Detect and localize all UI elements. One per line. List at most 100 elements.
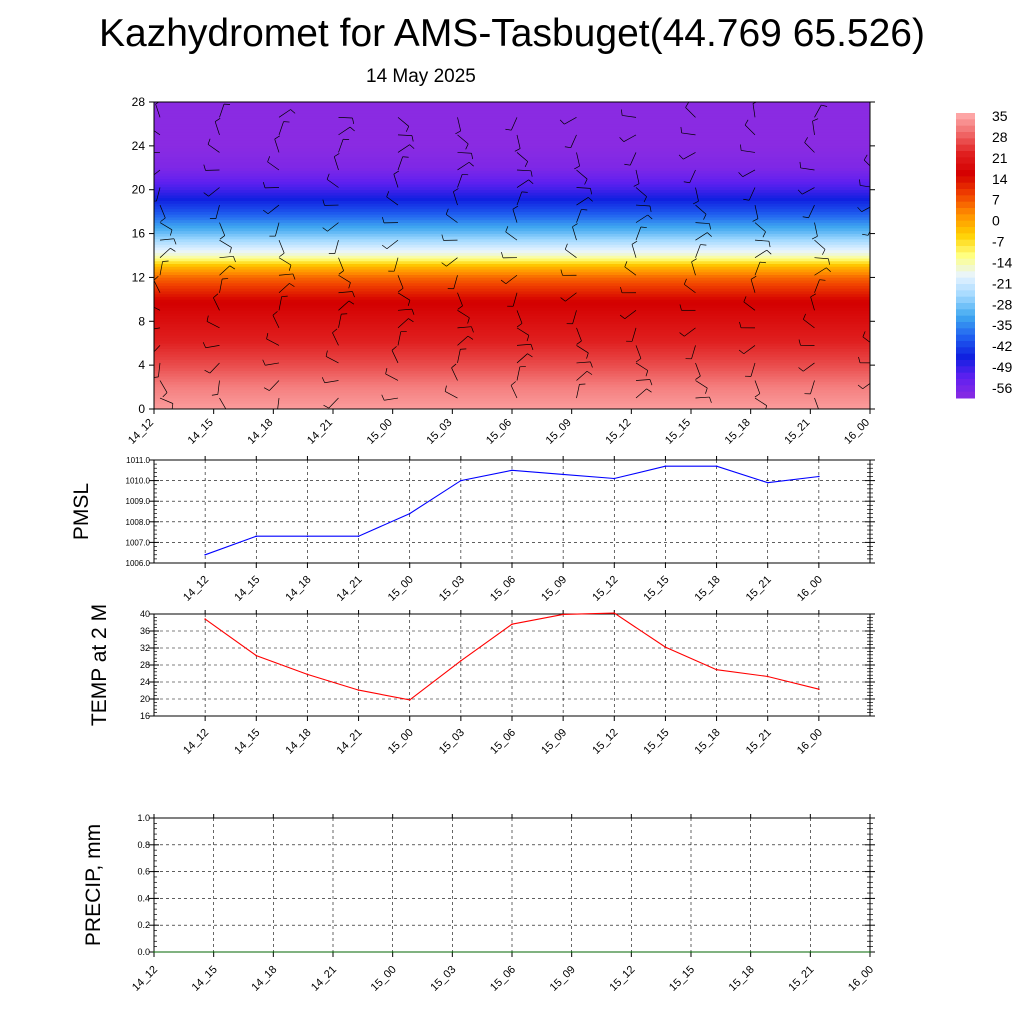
wind-barb	[576, 345, 589, 354]
wind-barb-flag	[468, 161, 474, 167]
wind-barb-flag	[453, 188, 459, 192]
wind-barb	[622, 115, 637, 118]
wind-barb	[754, 222, 766, 233]
y-tick-label: 20	[140, 694, 150, 704]
wind-barb	[512, 209, 518, 223]
wind-barb-flag	[826, 267, 831, 273]
wind-barb-flag	[857, 384, 863, 390]
wind-barb-flag	[559, 119, 565, 125]
wind-barb-flag	[213, 293, 219, 299]
heatmap-cell	[154, 172, 870, 177]
x-tick-label: 15_06	[484, 417, 514, 447]
heatmap-cell	[154, 356, 870, 360]
wind-barb-flag	[811, 235, 818, 240]
data-point	[391, 951, 394, 953]
y-tick-label: 1009.0	[126, 497, 151, 506]
wind-barb	[874, 240, 877, 254]
wind-barb	[681, 132, 696, 136]
wind-barb	[457, 335, 469, 346]
wind-barb-flag	[870, 311, 875, 314]
wind-barb-flag	[352, 291, 355, 298]
wind-barb-flag	[441, 234, 444, 241]
data-point	[562, 613, 564, 616]
wind-barb-flag	[810, 293, 816, 298]
wind-barb	[754, 397, 767, 406]
wind-barb-flag	[325, 350, 328, 357]
heatmap-cell	[154, 104, 870, 108]
colorbar-label: 0	[992, 213, 1000, 229]
wind-barb-flag	[381, 244, 388, 250]
wind-barb-flag	[584, 178, 588, 185]
heatmap-cell	[154, 326, 870, 330]
wind-barb	[635, 226, 642, 241]
wind-barb	[576, 187, 591, 189]
colorbar-segment	[956, 214, 975, 222]
wind-barb-flag	[821, 104, 828, 107]
wind-barb-flag	[752, 218, 759, 222]
wind-barb-flag	[405, 126, 410, 132]
wind-barb-flag	[679, 304, 682, 311]
wind-barb	[635, 379, 650, 381]
y-tick-label: 0.6	[137, 867, 150, 877]
data-point	[570, 951, 573, 953]
wind-barb	[457, 310, 470, 319]
data-point	[204, 553, 206, 556]
x-tick-label: 14_18	[283, 574, 313, 604]
wind-barb	[338, 314, 342, 328]
wind-barb-flag	[455, 130, 461, 135]
wind-barb	[393, 257, 399, 272]
heatmap-cell	[154, 203, 870, 207]
x-tick-label: 15_00	[365, 417, 395, 447]
y-tick-label: 4	[138, 358, 145, 372]
data-point	[451, 951, 454, 953]
wind-barb	[808, 204, 815, 218]
wind-barb-flag	[814, 411, 819, 414]
heatmap-cell	[154, 142, 870, 147]
heatmap-cell	[154, 244, 870, 248]
wind-barb-flag	[500, 279, 507, 285]
wind-barb-flag	[451, 363, 457, 369]
heatmap-cell	[154, 373, 870, 377]
wind-barb	[219, 255, 234, 259]
heatmap-cell	[154, 197, 870, 201]
heatmap-cell	[154, 238, 870, 243]
wind-barb	[391, 350, 399, 364]
wind-barb	[159, 222, 173, 231]
wind-barb	[744, 124, 756, 136]
wind-barb	[695, 380, 708, 389]
data-point	[869, 951, 871, 953]
wind-barb	[327, 222, 339, 232]
x-tick-label: 14_18	[249, 964, 279, 994]
colorbar-segment	[956, 208, 975, 215]
heatmap-cell	[154, 208, 870, 212]
heatmap-cell	[154, 293, 870, 297]
wind-barb	[695, 204, 707, 215]
heatmap-cell	[154, 351, 870, 355]
wind-barb	[685, 107, 696, 118]
heatmap-cell	[154, 233, 870, 237]
x-tick-label: 15_15	[663, 417, 693, 447]
wind-barb-flag	[709, 396, 712, 403]
wind-barb-flag	[645, 370, 649, 377]
wind-barb-flag	[812, 118, 819, 122]
wind-barb-flag	[160, 217, 166, 222]
y-tick-label: 0	[138, 402, 145, 416]
wind-barb-flag	[289, 283, 295, 287]
heatmap-cell	[154, 381, 870, 385]
data-point	[255, 535, 258, 538]
wind-barb-flag	[290, 109, 296, 114]
wind-barb	[754, 249, 767, 258]
wind-barb	[386, 239, 399, 250]
wind-barb-flag	[691, 258, 697, 263]
heatmap-cell	[154, 249, 870, 254]
wind-barb-flag	[321, 377, 325, 383]
heatmap-cell	[154, 115, 870, 119]
heatmap-cell	[154, 260, 870, 265]
heatmap-cell	[154, 392, 870, 396]
x-tick-label: 14_15	[232, 574, 262, 604]
wind-barb	[814, 239, 826, 250]
wind-barb	[695, 244, 701, 258]
wind-barb	[277, 397, 280, 409]
wind-barb	[576, 371, 588, 381]
data-point	[818, 475, 820, 478]
